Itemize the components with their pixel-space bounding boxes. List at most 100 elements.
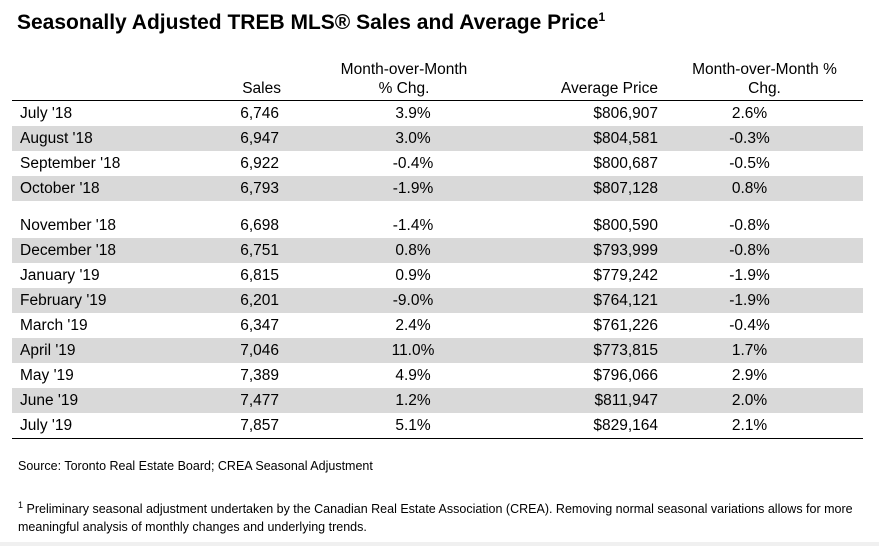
price-mom-cell: -0.4% bbox=[729, 317, 770, 334]
average-price-cell: $806,907 bbox=[593, 105, 658, 122]
footnote: 1 Preliminary seasonal adjustment undert… bbox=[18, 496, 868, 536]
month-cell: December '18 bbox=[12, 238, 187, 263]
average-price-cell: $779,242 bbox=[593, 267, 658, 284]
sales-mom-cell: -1.9% bbox=[299, 176, 509, 201]
table-row: May '19 7,389 4.9% $796,066 2.9% bbox=[12, 363, 863, 388]
sales-mom-cell: 4.9% bbox=[395, 367, 431, 384]
header-month bbox=[12, 60, 187, 101]
month-cell: July '18 bbox=[20, 105, 73, 122]
sales-mom-cell: -1.4% bbox=[392, 217, 434, 234]
price-mom-cell: 1.7% bbox=[666, 338, 863, 363]
month-cell: January '19 bbox=[20, 267, 100, 284]
month-cell: October '18 bbox=[12, 176, 187, 201]
sales-cell: 6,746 bbox=[240, 105, 279, 122]
sales-cell: 6,815 bbox=[240, 267, 279, 284]
month-cell: September '18 bbox=[20, 155, 121, 172]
sales-mom-cell: 3.0% bbox=[299, 126, 509, 151]
header-sales-mom-line2: % Chg. bbox=[378, 80, 430, 97]
sales-cell: 6,922 bbox=[240, 155, 279, 172]
average-price-cell: $800,590 bbox=[593, 217, 658, 234]
table-row: August '18 6,947 3.0% $804,581 -0.3% bbox=[12, 126, 863, 151]
price-mom-cell: 2.6% bbox=[731, 105, 768, 122]
price-mom-cell: -1.9% bbox=[666, 288, 863, 313]
header-sales-mom: Month-over-Month % Chg. bbox=[299, 60, 509, 101]
month-cell: February '19 bbox=[12, 288, 187, 313]
table-row: September '18 6,922 -0.4% $800,687 -0.5% bbox=[12, 151, 863, 176]
average-price-cell: $773,815 bbox=[509, 338, 666, 363]
price-mom-cell: -0.3% bbox=[666, 126, 863, 151]
sales-mom-cell: 0.8% bbox=[299, 238, 509, 263]
table-row: July '19 7,857 5.1% $829,164 2.1% bbox=[12, 413, 863, 439]
table-row: June '19 7,477 1.2% $811,947 2.0% bbox=[12, 388, 863, 413]
header-price-mom-line2: Chg. bbox=[748, 80, 781, 97]
month-cell: November '18 bbox=[20, 217, 117, 234]
title-text: Seasonally Adjusted TREB MLS® Sales and … bbox=[17, 11, 599, 34]
sales-cell: 6,751 bbox=[187, 238, 299, 263]
table-title: Seasonally Adjusted TREB MLS® Sales and … bbox=[17, 10, 605, 35]
sales-cell: 6,793 bbox=[187, 176, 299, 201]
price-mom-cell: -1.9% bbox=[729, 267, 770, 284]
sales-mom-cell: 1.2% bbox=[299, 388, 509, 413]
table-body: July '18 6,746 3.9% $806,907 2.6% August '18 6… bbox=[12, 101, 863, 439]
table-row: April '19 7,046 11.0% $773,815 1.7% bbox=[12, 338, 863, 363]
average-price-cell: $796,066 bbox=[593, 367, 658, 384]
page-bottom-edge bbox=[0, 542, 879, 546]
table-row: December '18 6,751 0.8% $793,999 -0.8% bbox=[12, 238, 863, 263]
sales-mom-cell: 3.9% bbox=[395, 105, 431, 122]
price-mom-cell: 0.8% bbox=[666, 176, 863, 201]
sales-cell: 6,947 bbox=[187, 126, 299, 151]
average-price-cell: $804,581 bbox=[509, 126, 666, 151]
sales-price-table: Sales Month-over-Month % Chg. Average Pr… bbox=[12, 60, 863, 439]
header-price-mom: Month-over-Month % Chg. bbox=[666, 60, 863, 101]
header-average-price: Average Price bbox=[509, 60, 666, 101]
average-price-cell: $829,164 bbox=[509, 413, 666, 439]
month-cell: July '19 bbox=[12, 413, 187, 439]
month-cell: April '19 bbox=[12, 338, 187, 363]
sales-mom-cell: 2.4% bbox=[395, 317, 431, 334]
sales-price-table-container: Sales Month-over-Month % Chg. Average Pr… bbox=[12, 60, 863, 439]
title-footnote-marker: 1 bbox=[598, 10, 606, 24]
sales-cell: 7,389 bbox=[240, 367, 279, 384]
sales-cell: 7,046 bbox=[187, 338, 299, 363]
header-sales-mom-line1: Month-over-Month bbox=[340, 61, 468, 78]
table-row: February '19 6,201 -9.0% $764,121 -1.9% bbox=[12, 288, 863, 313]
month-cell: June '19 bbox=[12, 388, 187, 413]
header-price-mom-line1: Month-over-Month % bbox=[692, 61, 837, 78]
table-row: March '19 6,347 2.4% $761,226 -0.4% bbox=[12, 313, 863, 338]
month-cell: August '18 bbox=[12, 126, 187, 151]
sales-mom-cell: 11.0% bbox=[299, 338, 509, 363]
month-cell: May '19 bbox=[20, 367, 74, 384]
price-mom-cell: 2.9% bbox=[731, 367, 768, 384]
average-price-cell: $811,947 bbox=[509, 388, 666, 413]
table-row: July '18 6,746 3.9% $806,907 2.6% bbox=[12, 101, 863, 127]
price-mom-cell: -0.8% bbox=[729, 217, 770, 234]
sales-cell: 6,201 bbox=[187, 288, 299, 313]
average-price-cell: $761,226 bbox=[593, 317, 658, 334]
price-mom-cell: 2.1% bbox=[666, 413, 863, 439]
price-mom-cell: -0.5% bbox=[729, 155, 770, 172]
table-row: January '19 6,815 0.9% $779,242 -1.9% bbox=[12, 263, 863, 288]
sales-mom-cell: 5.1% bbox=[299, 413, 509, 439]
sales-cell: 7,857 bbox=[187, 413, 299, 439]
price-mom-cell: 2.0% bbox=[666, 388, 863, 413]
sales-cell: 6,698 bbox=[240, 217, 279, 234]
table-row: October '18 6,793 -1.9% $807,128 0.8% bbox=[12, 176, 863, 201]
sales-cell: 6,347 bbox=[240, 317, 279, 334]
footnote-text: Preliminary seasonal adjustment undertak… bbox=[18, 502, 853, 535]
average-price-cell: $793,999 bbox=[509, 238, 666, 263]
sales-mom-cell: -9.0% bbox=[299, 288, 509, 313]
header-sales: Sales bbox=[187, 60, 299, 101]
average-price-cell: $807,128 bbox=[509, 176, 666, 201]
table-header: Sales Month-over-Month % Chg. Average Pr… bbox=[12, 60, 863, 101]
average-price-cell: $764,121 bbox=[509, 288, 666, 313]
table-row: November '18 6,698 -1.4% $800,590 -0.8% bbox=[12, 201, 863, 238]
month-cell: March '19 bbox=[20, 317, 88, 334]
sales-mom-cell: 0.9% bbox=[395, 267, 431, 284]
footnote-marker: 1 bbox=[18, 500, 24, 510]
price-mom-cell: -0.8% bbox=[666, 238, 863, 263]
sales-mom-cell: -0.4% bbox=[392, 155, 434, 172]
source-note: Source: Toronto Real Estate Board; CREA … bbox=[18, 459, 373, 473]
sales-cell: 7,477 bbox=[187, 388, 299, 413]
average-price-cell: $800,687 bbox=[593, 155, 658, 172]
